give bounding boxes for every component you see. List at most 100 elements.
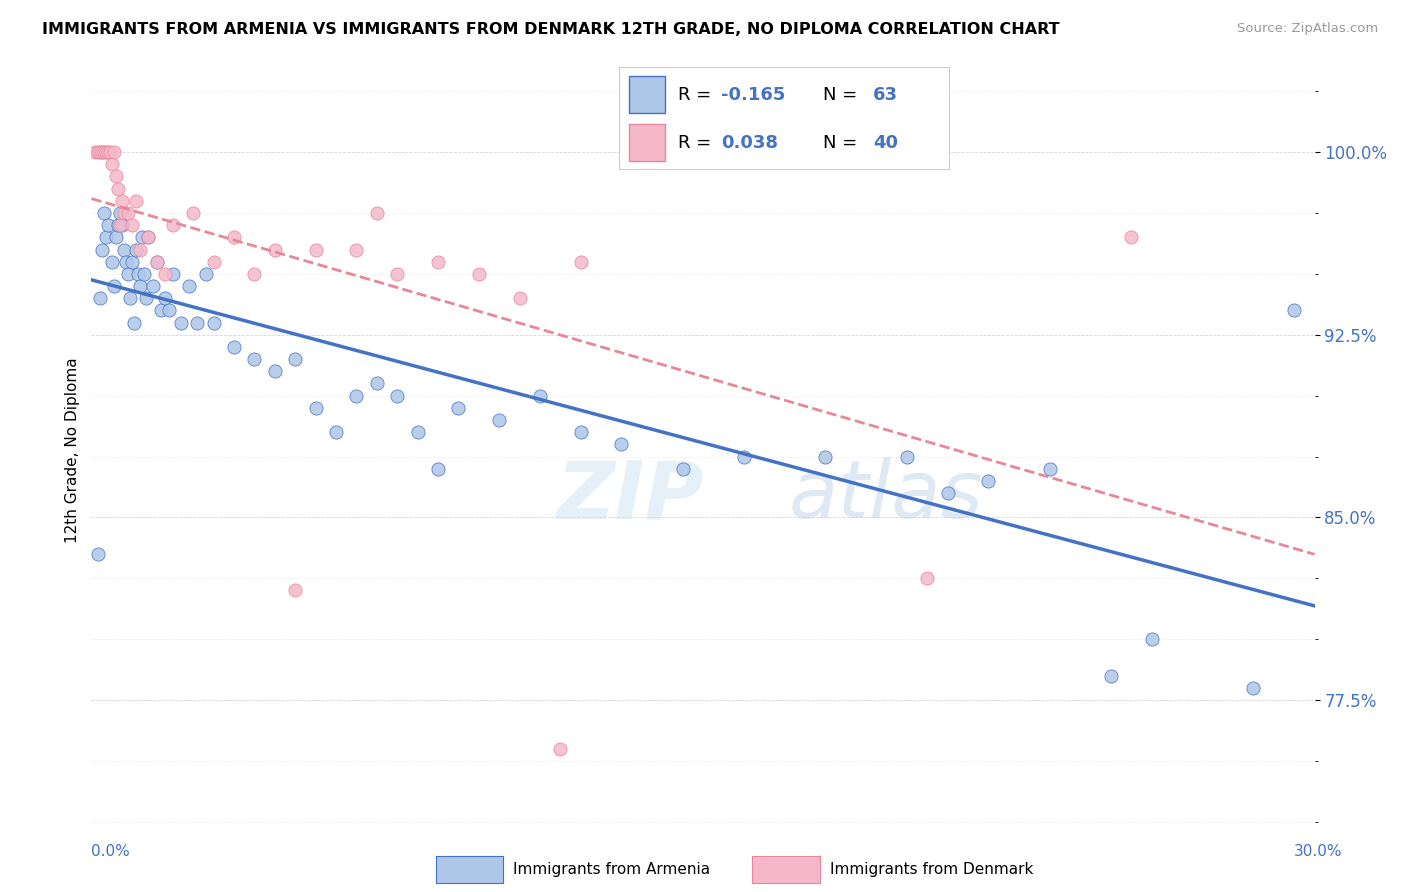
Point <box>194 267 217 281</box>
Point <box>97 218 120 232</box>
Text: Source: ZipAtlas.com: Source: ZipAtlas.com <box>1237 22 1378 36</box>
Point <box>112 206 135 220</box>
Text: N =: N = <box>824 86 863 103</box>
Point <box>385 267 409 281</box>
Point <box>162 218 184 232</box>
Point <box>125 243 148 257</box>
Text: Immigrants from Denmark: Immigrants from Denmark <box>830 863 1033 877</box>
Point <box>129 243 152 257</box>
Point <box>112 243 135 257</box>
Point <box>90 243 112 257</box>
Point <box>120 291 142 305</box>
Point <box>346 389 368 403</box>
Point <box>90 145 112 160</box>
Point <box>284 583 307 598</box>
Point <box>93 206 115 220</box>
Point <box>346 243 368 257</box>
Point <box>917 571 939 585</box>
Point <box>179 279 201 293</box>
Point <box>89 291 111 305</box>
Point <box>125 194 148 208</box>
Point <box>488 413 510 427</box>
Point <box>153 291 176 305</box>
Point <box>108 218 131 232</box>
Point <box>672 461 695 475</box>
Point <box>1121 230 1143 244</box>
Point <box>134 267 156 281</box>
Point <box>814 450 837 464</box>
Point <box>122 316 145 330</box>
Point <box>121 254 143 268</box>
Point <box>108 206 131 220</box>
Point <box>1284 303 1306 318</box>
Point <box>264 243 287 257</box>
Point <box>467 267 491 281</box>
Point <box>162 267 184 281</box>
Point <box>103 279 125 293</box>
Point <box>131 230 153 244</box>
Point <box>569 425 592 440</box>
Point <box>94 145 117 160</box>
Point <box>202 316 225 330</box>
Text: atlas: atlas <box>789 458 983 535</box>
Point <box>93 145 115 160</box>
Point <box>145 254 167 268</box>
Point <box>103 145 125 160</box>
Point <box>304 401 326 415</box>
FancyBboxPatch shape <box>628 76 665 113</box>
Point <box>610 437 633 451</box>
Text: ZIP: ZIP <box>557 458 703 535</box>
Point <box>153 267 176 281</box>
Text: -0.165: -0.165 <box>721 86 786 103</box>
Point <box>117 267 139 281</box>
Point <box>104 230 127 244</box>
Point <box>145 254 167 268</box>
Point <box>141 279 163 293</box>
Point <box>94 230 117 244</box>
Point <box>385 389 409 403</box>
Point <box>98 145 121 160</box>
Point <box>149 303 172 318</box>
Point <box>243 267 266 281</box>
Point <box>733 450 755 464</box>
Point <box>1140 632 1163 647</box>
Point <box>138 230 160 244</box>
Point <box>127 267 149 281</box>
Point <box>84 145 107 160</box>
Point <box>86 145 108 160</box>
Point <box>86 547 108 561</box>
FancyBboxPatch shape <box>628 124 665 161</box>
Text: 30.0%: 30.0% <box>1295 845 1343 859</box>
Point <box>936 486 959 500</box>
Point <box>896 450 918 464</box>
Point <box>202 254 225 268</box>
Point <box>222 230 246 244</box>
Point <box>138 230 160 244</box>
Text: Immigrants from Armenia: Immigrants from Armenia <box>513 863 710 877</box>
Point <box>186 316 208 330</box>
Point <box>427 461 450 475</box>
Point <box>107 182 129 196</box>
Point <box>447 401 470 415</box>
Text: 0.0%: 0.0% <box>91 845 131 859</box>
Point <box>529 389 551 403</box>
Point <box>977 474 1000 488</box>
Text: R =: R = <box>678 86 717 103</box>
Point <box>550 741 572 756</box>
Point <box>366 376 388 391</box>
Point <box>107 218 129 232</box>
Point <box>129 279 152 293</box>
Point <box>1243 681 1265 695</box>
Text: IMMIGRANTS FROM ARMENIA VS IMMIGRANTS FROM DENMARK 12TH GRADE, NO DIPLOMA CORREL: IMMIGRANTS FROM ARMENIA VS IMMIGRANTS FR… <box>42 22 1060 37</box>
Point <box>569 254 592 268</box>
Point <box>101 254 124 268</box>
Point <box>89 145 111 160</box>
Point <box>117 206 139 220</box>
Text: 63: 63 <box>873 86 898 103</box>
Text: 40: 40 <box>873 134 898 152</box>
Point <box>121 218 143 232</box>
Point <box>406 425 429 440</box>
Point <box>101 157 124 171</box>
Point <box>264 364 287 378</box>
Point <box>304 243 326 257</box>
